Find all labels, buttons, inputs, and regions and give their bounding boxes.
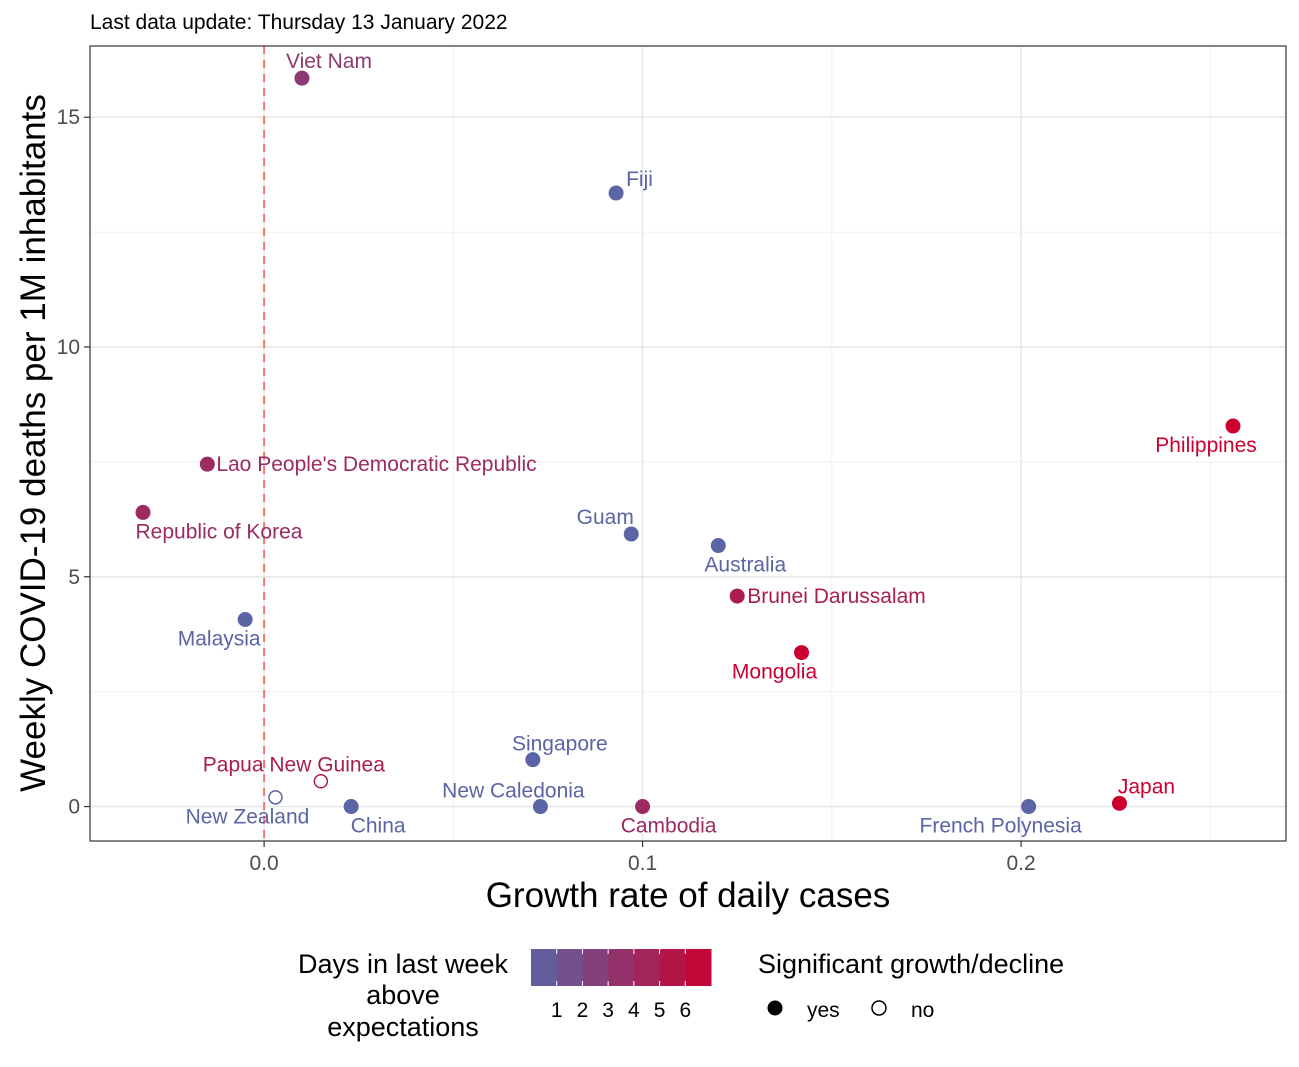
legend-shape-label: yes bbox=[807, 999, 840, 1022]
data-point bbox=[294, 70, 310, 86]
grid-lines bbox=[90, 46, 1286, 841]
x-tick-label: 0.0 bbox=[249, 852, 278, 875]
point-labels: Viet Nam Fiji Philippines Lao People's Demo… bbox=[136, 50, 1257, 837]
axes: 0.0 0.1 0.2 0 5 10 15 bbox=[57, 106, 1036, 875]
legend-colorbar-segment bbox=[685, 949, 712, 986]
legend-colorbar-label: 2 bbox=[577, 999, 589, 1022]
point-label: Singapore bbox=[512, 733, 608, 756]
legend-shape-label: no bbox=[911, 999, 934, 1022]
legend-shape-title: Significant growth/decline bbox=[758, 949, 1064, 979]
legend-colorbar-segment bbox=[531, 949, 558, 986]
data-point-hollow bbox=[313, 774, 329, 789]
data-point bbox=[525, 752, 541, 768]
y-axis-title: Weekly COVID-19 deaths per 1M inhabitant… bbox=[14, 94, 53, 792]
data-point bbox=[343, 799, 359, 815]
point-label: Japan bbox=[1118, 775, 1175, 798]
x-axis-title: Growth rate of daily cases bbox=[486, 876, 891, 915]
data-point bbox=[710, 538, 726, 554]
chart-subtitle: Last data update: Thursday 13 January 20… bbox=[90, 11, 508, 34]
point-label: Brunei Darussalam bbox=[747, 585, 926, 608]
legend-shape-key bbox=[871, 1000, 887, 1016]
x-tick-label: 0.2 bbox=[1006, 852, 1035, 875]
data-point bbox=[1021, 799, 1037, 815]
legend-colorbar-label: 5 bbox=[654, 999, 666, 1022]
point-label: New Caledonia bbox=[442, 780, 585, 803]
point-label: French Polynesia bbox=[920, 815, 1083, 838]
legend-colorbar-segment bbox=[556, 949, 583, 986]
legend-colorbar-label: 1 bbox=[551, 999, 563, 1022]
point-label: Lao People's Democratic Republic bbox=[216, 453, 536, 476]
point-label: China bbox=[351, 815, 406, 838]
data-point bbox=[1111, 795, 1127, 811]
data-point bbox=[794, 645, 810, 661]
point-label: Australia bbox=[704, 554, 786, 577]
legend-color-title: above bbox=[366, 980, 440, 1010]
data-points bbox=[135, 70, 1241, 815]
point-label: Republic of Korea bbox=[136, 520, 303, 543]
data-point bbox=[623, 526, 639, 542]
legend-colorbar-label: 6 bbox=[679, 999, 691, 1022]
data-point bbox=[237, 612, 253, 628]
legend-color-title: Days in last week bbox=[298, 949, 509, 979]
data-point bbox=[135, 504, 151, 520]
point-label: Guam bbox=[577, 506, 634, 529]
legend-colorbar-segment bbox=[659, 949, 686, 986]
legend-colorbar-label: 4 bbox=[628, 999, 640, 1022]
legend-colorbar-segment bbox=[608, 949, 635, 986]
data-point bbox=[729, 588, 745, 604]
point-label: New Zealand bbox=[186, 805, 310, 828]
data-point bbox=[608, 185, 624, 201]
legend-shape-key bbox=[767, 1000, 783, 1016]
y-tick-label: 10 bbox=[57, 336, 80, 359]
y-tick-label: 0 bbox=[68, 796, 80, 819]
point-label: Fiji bbox=[626, 168, 653, 191]
point-label: Cambodia bbox=[621, 815, 717, 838]
x-tick-label: 0.1 bbox=[628, 852, 657, 875]
point-label: Mongolia bbox=[732, 661, 818, 684]
point-label: Viet Nam bbox=[286, 50, 372, 73]
point-label: Papua New Guinea bbox=[203, 753, 385, 776]
legend-colorbar-segment bbox=[582, 949, 609, 986]
data-point bbox=[199, 456, 215, 472]
data-point bbox=[1225, 418, 1241, 434]
data-point-hollow bbox=[268, 790, 283, 805]
panel-border bbox=[89, 45, 1287, 842]
y-tick-label: 15 bbox=[57, 106, 80, 129]
point-label: Malaysia bbox=[178, 628, 261, 651]
data-point bbox=[532, 799, 548, 815]
y-tick-label: 5 bbox=[68, 566, 80, 589]
legend-color-title: expectations bbox=[327, 1012, 479, 1042]
data-point bbox=[635, 799, 651, 815]
point-label: Philippines bbox=[1155, 434, 1257, 457]
legend-colorbar-segment bbox=[633, 949, 661, 986]
legend-colorbar-label: 3 bbox=[602, 999, 614, 1022]
